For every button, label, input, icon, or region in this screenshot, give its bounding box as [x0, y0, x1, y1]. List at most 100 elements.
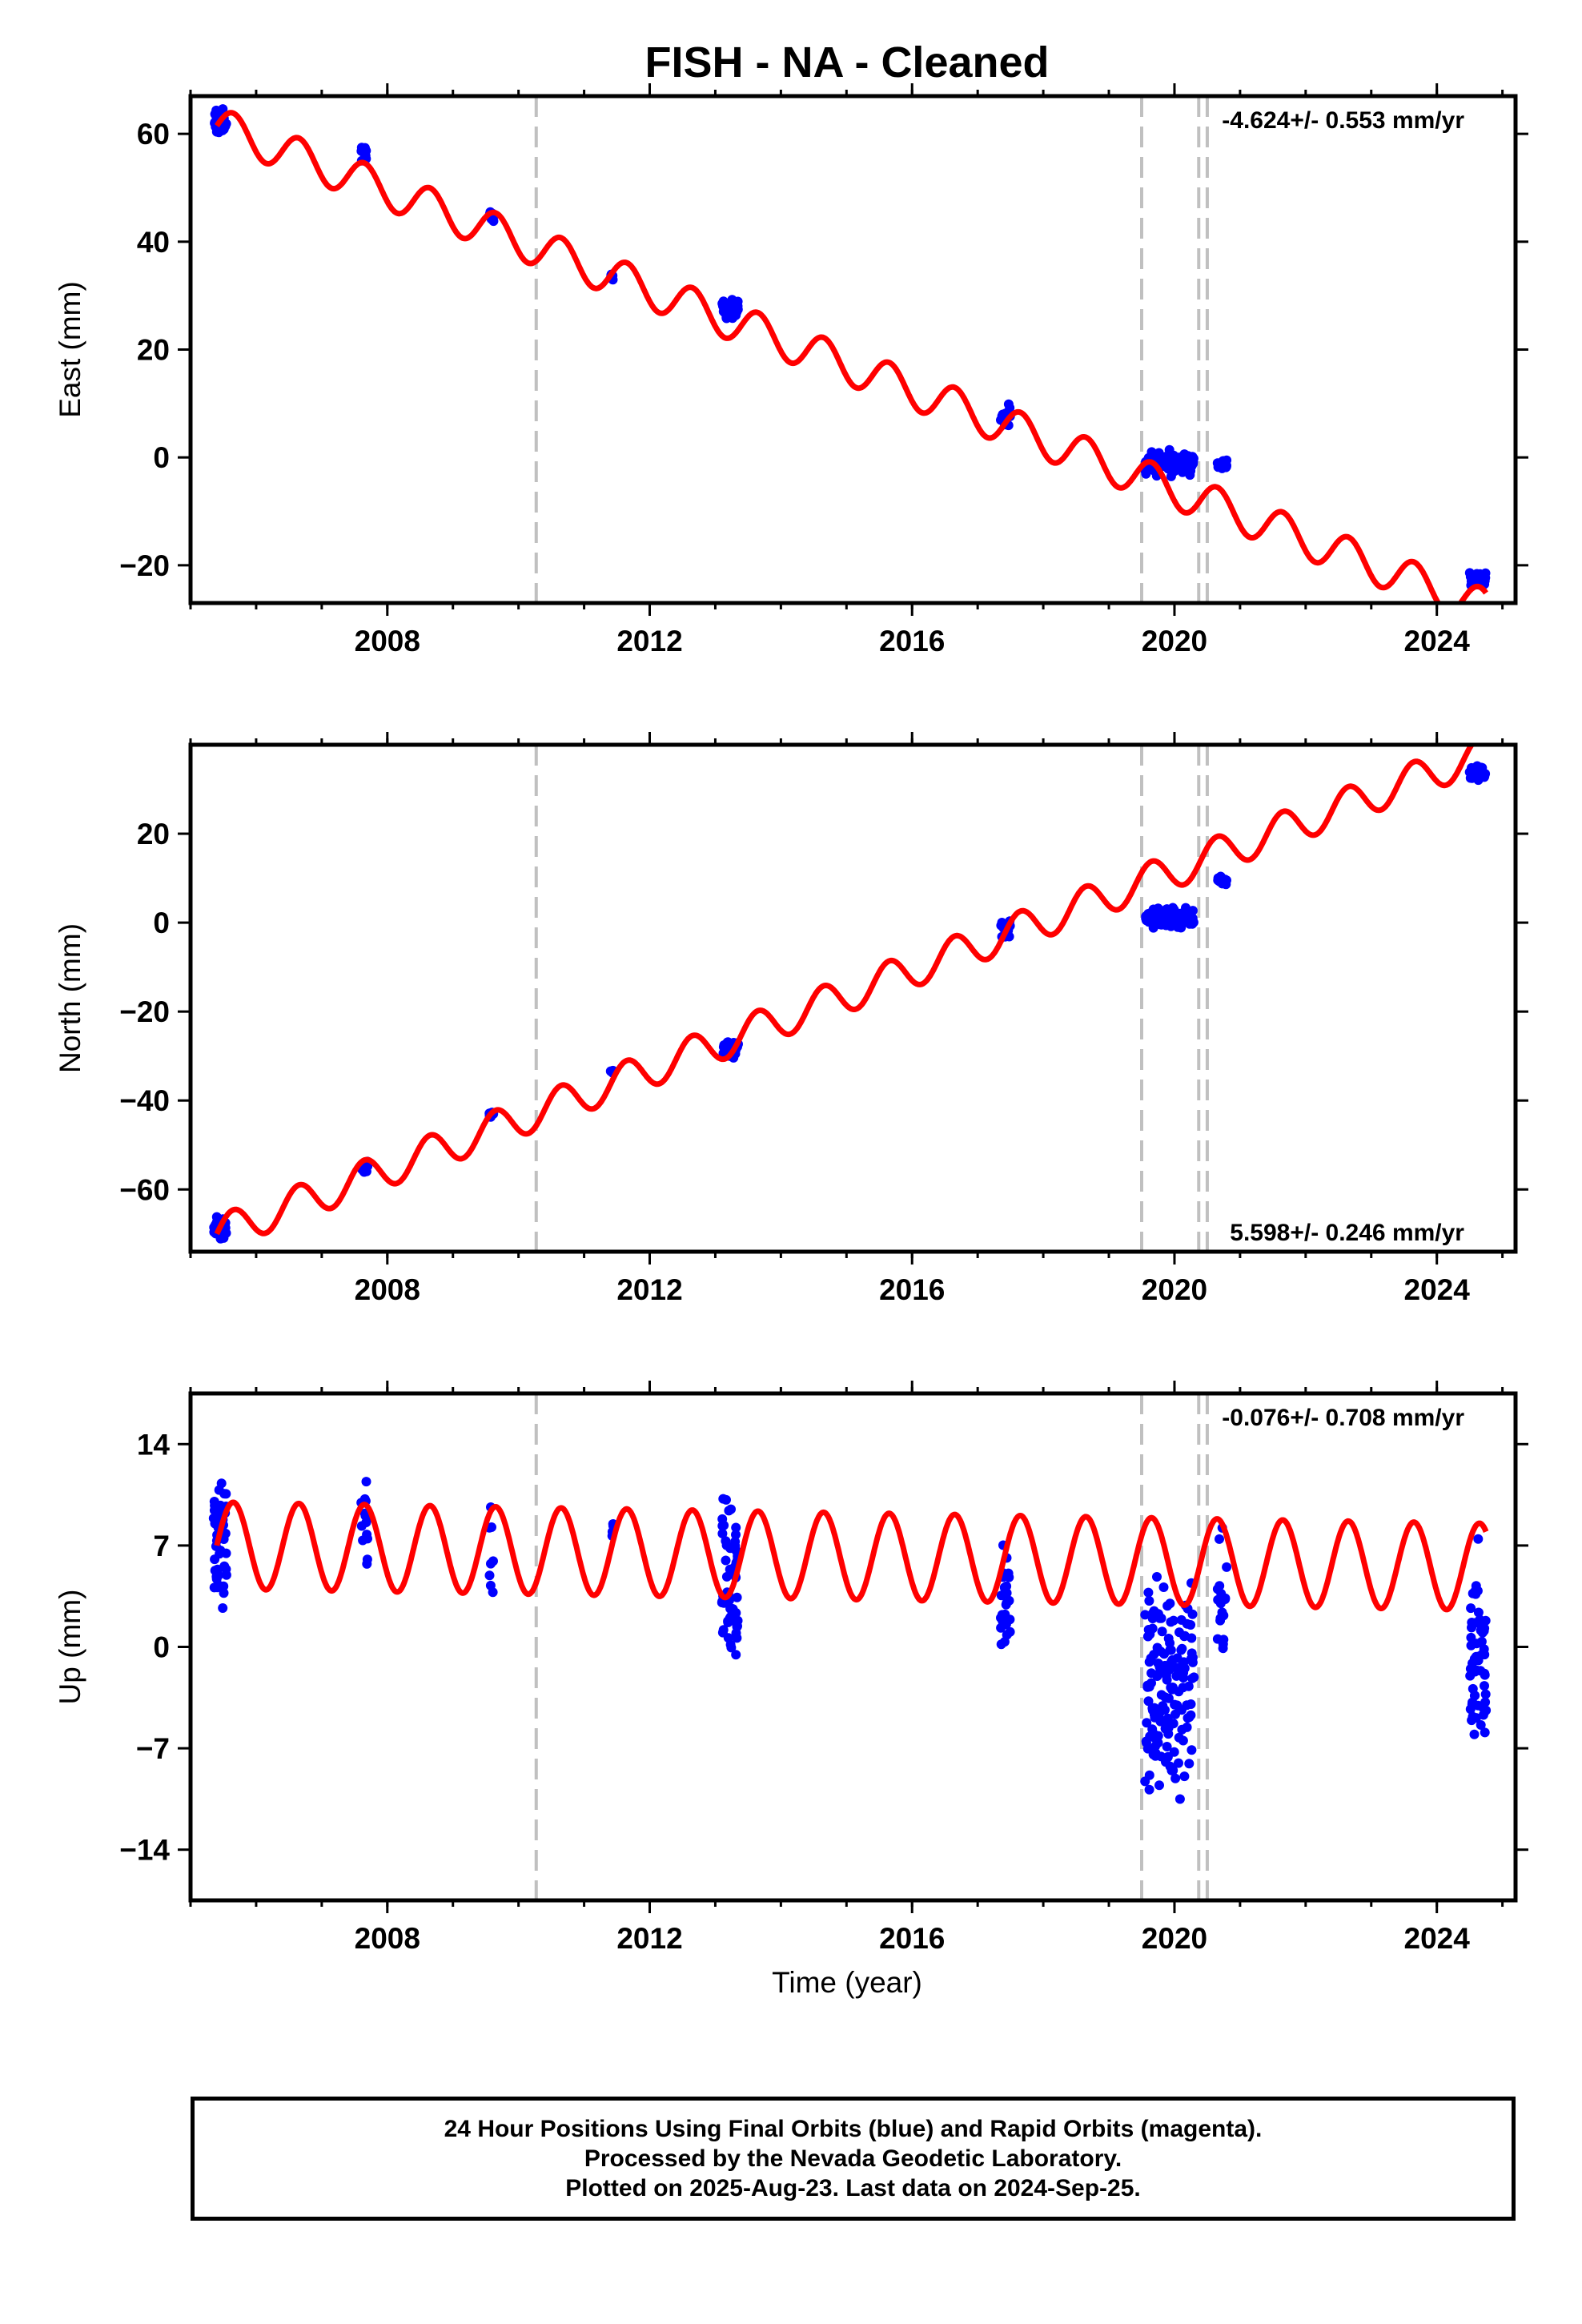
y-tick-label: 0	[153, 441, 170, 474]
observation-point	[1177, 1643, 1187, 1654]
observation-point	[724, 1506, 734, 1516]
observation-point	[728, 312, 738, 323]
panel-north: 2008 2012 2016 2020 2024 −60 −40 −20 0 20 North (m…	[54, 732, 1528, 1306]
observation-point	[210, 1518, 220, 1529]
x-tick-label: 2008	[355, 1273, 420, 1306]
rate-label: -4.624+/- 0.553 mm/yr	[1222, 107, 1464, 134]
observation-point	[485, 1580, 496, 1590]
plot-frame	[188, 1391, 1518, 1903]
x-tick-label: 2020	[1142, 1273, 1207, 1306]
panels: 2008 2012 2016 2020 2024 −20 0 20 40 60 East (mm) -…	[54, 83, 1528, 1955]
caption-line-3: Plotted on 2025-Aug-23. Last data on 202…	[565, 2175, 1141, 2201]
y-axis-label: East (mm)	[54, 281, 86, 418]
y-tick-label: −7	[136, 1732, 170, 1765]
observation-point	[211, 1509, 222, 1519]
observation-point	[1158, 1582, 1169, 1592]
observation-point	[1177, 1724, 1187, 1735]
x-tick-label: 2012	[616, 1273, 682, 1306]
observation-point	[219, 1588, 229, 1598]
x-tick-label: 2012	[616, 1922, 682, 1955]
observation-point	[218, 1603, 228, 1613]
y-tick-label: 60	[137, 118, 170, 151]
observation-point	[1476, 1636, 1487, 1647]
observation-point	[1167, 1683, 1178, 1692]
observation-point	[1166, 1645, 1176, 1655]
observation-point	[1165, 1598, 1175, 1609]
observation-point	[1154, 1780, 1164, 1791]
observation-point	[1466, 1640, 1476, 1651]
observation-point	[1160, 1705, 1170, 1715]
observation-point	[219, 1489, 230, 1499]
observation-point	[1186, 1633, 1197, 1643]
observation-point	[1186, 466, 1196, 476]
observation-point	[1179, 1771, 1190, 1782]
observation-point	[996, 1622, 1006, 1633]
observation-point	[1149, 1710, 1159, 1720]
observation-points	[210, 104, 1491, 590]
observation-point	[1144, 1784, 1154, 1795]
observation-point	[1177, 457, 1187, 468]
observation-point	[1174, 1794, 1185, 1804]
observation-point	[721, 1540, 732, 1550]
x-tick-label: 2016	[879, 1922, 945, 1955]
observation-point	[1156, 1690, 1166, 1700]
observation-point	[1142, 1682, 1153, 1692]
observation-point	[210, 1554, 220, 1565]
observation-point	[732, 1592, 742, 1602]
observation-point	[1470, 1667, 1480, 1677]
y-tick-label: −20	[119, 995, 170, 1028]
observation-point	[1215, 1613, 1226, 1623]
observation-point	[1480, 771, 1490, 782]
observation-point	[1154, 919, 1165, 930]
observation-point	[218, 104, 228, 115]
observation-point	[1473, 1607, 1484, 1618]
x-tick-label: 2012	[616, 625, 682, 657]
observation-point	[721, 1571, 732, 1582]
observation-point	[1142, 1718, 1152, 1728]
y-tick-label: −20	[119, 549, 170, 582]
observation-point	[1480, 1727, 1490, 1738]
observation-point	[1178, 1683, 1188, 1693]
observation-point	[1003, 399, 1014, 409]
observation-point	[1471, 1589, 1481, 1599]
y-tick-label: −14	[119, 1834, 170, 1867]
y-tick-label: 7	[153, 1530, 170, 1562]
observation-point	[1480, 570, 1490, 581]
observation-point	[1480, 1681, 1489, 1691]
observation-point	[719, 1520, 729, 1530]
observation-point	[356, 1521, 367, 1531]
observation-point	[1174, 1732, 1184, 1743]
observation-point	[1166, 1765, 1177, 1775]
y-tick-label: 0	[153, 907, 170, 939]
observation-point	[725, 1603, 736, 1614]
rate-label: 5.598+/- 0.246 mm/yr	[1230, 1220, 1464, 1246]
y-axis-label: Up (mm)	[54, 1590, 86, 1705]
observation-point	[1476, 1720, 1486, 1730]
rate-label: -0.076+/- 0.708 mm/yr	[1222, 1405, 1464, 1431]
observation-point	[1189, 1672, 1199, 1683]
observation-point	[1166, 1617, 1176, 1627]
observation-point	[1186, 1745, 1197, 1755]
observation-point	[1467, 1699, 1477, 1710]
observation-point	[1212, 1634, 1223, 1644]
observation-point	[1176, 1614, 1186, 1625]
observation-point	[1154, 1613, 1165, 1623]
panel-up: 2008 2012 2016 2020 2024 −14 −7 0 7 14 Up (mm) -0.0…	[54, 1381, 1528, 1955]
panel-east: 2008 2012 2016 2020 2024 −20 0 20 40 60 East (mm) -…	[54, 83, 1528, 657]
y-tick-label: 0	[153, 1631, 170, 1664]
y-tick-label: 20	[137, 818, 170, 850]
observation-point	[718, 1625, 729, 1635]
observation-point	[1184, 1759, 1195, 1769]
observation-point	[1174, 1758, 1183, 1768]
observation-point	[1178, 1657, 1189, 1667]
x-axis-label: Time (year)	[772, 1966, 922, 1999]
observation-point	[1478, 1710, 1488, 1720]
observation-point	[1174, 1627, 1184, 1638]
observation-point	[1186, 1648, 1197, 1659]
observation-point	[1480, 1623, 1490, 1634]
x-tick-label: 2016	[879, 625, 945, 657]
observation-point	[1166, 471, 1176, 481]
observation-point	[361, 1477, 371, 1487]
observation-point	[1469, 1729, 1480, 1739]
observation-point	[356, 146, 367, 156]
